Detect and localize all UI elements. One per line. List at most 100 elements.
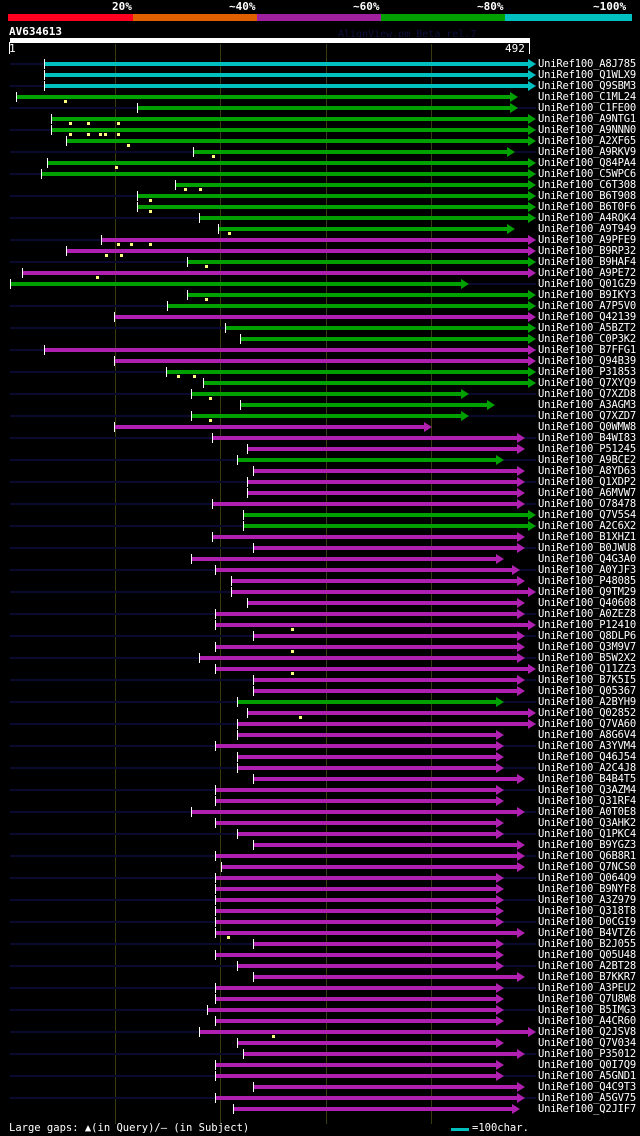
hit-label[interactable]: UniRef100_A2BYH9 bbox=[538, 696, 636, 708]
hit-row[interactable]: UniRef100_A3Z979 bbox=[0, 894, 640, 906]
hit-row[interactable]: UniRef100_Q94B39 bbox=[0, 355, 640, 367]
hit-label[interactable]: UniRef100_A4CR60 bbox=[538, 1015, 636, 1027]
hit-row[interactable]: UniRef100_Q7NCS0 bbox=[0, 861, 640, 873]
hit-row[interactable]: UniRef100_A9T949 bbox=[0, 223, 640, 235]
hit-row[interactable]: UniRef100_Q3AZM4 bbox=[0, 784, 640, 796]
hit-row[interactable]: UniRef100_A2BYH9 bbox=[0, 696, 640, 708]
hit-label[interactable]: UniRef100_Q31RF4 bbox=[538, 795, 636, 807]
hit-label[interactable]: UniRef100_B5IMG3 bbox=[538, 1004, 636, 1016]
hit-row[interactable]: UniRef100_Q6B8R1 bbox=[0, 850, 640, 862]
hit-row[interactable]: UniRef100_Q84PA4 bbox=[0, 157, 640, 169]
hit-row[interactable]: UniRef100_B9RP32 bbox=[0, 245, 640, 257]
hit-label[interactable]: UniRef100_Q42139 bbox=[538, 311, 636, 323]
hit-row[interactable]: UniRef100_Q40608 bbox=[0, 597, 640, 609]
hit-label[interactable]: UniRef100_B9RP32 bbox=[538, 245, 636, 257]
hit-label[interactable]: UniRef100_P48085 bbox=[538, 575, 636, 587]
hit-label[interactable]: UniRef100_Q2JSV8 bbox=[538, 1026, 636, 1038]
hit-row[interactable]: UniRef100_A3AGM3 bbox=[0, 399, 640, 411]
hit-row[interactable]: UniRef100_Q1PKC4 bbox=[0, 828, 640, 840]
hit-row[interactable]: UniRef100_O78478 bbox=[0, 498, 640, 510]
hit-label[interactable]: UniRef100_Q8DLP6 bbox=[538, 630, 636, 642]
hit-label[interactable]: UniRef100_A8YD63 bbox=[538, 465, 636, 477]
hit-label[interactable]: UniRef100_A2C6X2 bbox=[538, 520, 636, 532]
hit-row[interactable]: UniRef100_Q1XDP2 bbox=[0, 476, 640, 488]
hit-label[interactable]: UniRef100_Q9TM29 bbox=[538, 586, 636, 598]
hit-row[interactable]: UniRef100_A8G6V4 bbox=[0, 729, 640, 741]
hit-label[interactable]: UniRef100_B0JWU8 bbox=[538, 542, 636, 554]
hit-row[interactable]: UniRef100_Q2JIF7 bbox=[0, 1103, 640, 1115]
hit-label[interactable]: UniRef100_Q11ZZ3 bbox=[538, 663, 636, 675]
hit-label[interactable]: UniRef100_Q02852 bbox=[538, 707, 636, 719]
hit-label[interactable]: UniRef100_Q0I7Q9 bbox=[538, 1059, 636, 1071]
hit-row[interactable]: UniRef100_Q0WMW8 bbox=[0, 421, 640, 433]
hit-row[interactable]: UniRef100_A9NTG1 bbox=[0, 113, 640, 125]
hit-label[interactable]: UniRef100_B5W2X2 bbox=[538, 652, 636, 664]
hit-row[interactable]: UniRef100_Q3AHK2 bbox=[0, 817, 640, 829]
hit-row[interactable]: UniRef100_Q7XYQ9 bbox=[0, 377, 640, 389]
hit-row[interactable]: UniRef100_A7P5V0 bbox=[0, 300, 640, 312]
hit-row[interactable]: UniRef100_B4WI83 bbox=[0, 432, 640, 444]
hit-row[interactable]: UniRef100_Q064Q9 bbox=[0, 872, 640, 884]
hit-label[interactable]: UniRef100_A8J785 bbox=[538, 58, 636, 70]
hit-row[interactable]: UniRef100_P51245 bbox=[0, 443, 640, 455]
hit-label[interactable]: UniRef100_C1FE00 bbox=[538, 102, 636, 114]
hit-row[interactable]: UniRef100_Q31RF4 bbox=[0, 795, 640, 807]
hit-row[interactable]: UniRef100_Q7VA60 bbox=[0, 718, 640, 730]
hit-row[interactable]: UniRef100_A8YD63 bbox=[0, 465, 640, 477]
hit-label[interactable]: UniRef100_B7K5I5 bbox=[538, 674, 636, 686]
hit-row[interactable]: UniRef100_Q2JSV8 bbox=[0, 1026, 640, 1038]
hit-row[interactable]: UniRef100_Q05U48 bbox=[0, 949, 640, 961]
hit-label[interactable]: UniRef100_A2XF65 bbox=[538, 135, 636, 147]
hit-row[interactable]: UniRef100_A4CR60 bbox=[0, 1015, 640, 1027]
hit-row[interactable]: UniRef100_Q42139 bbox=[0, 311, 640, 323]
hit-row[interactable]: UniRef100_C5WPC6 bbox=[0, 168, 640, 180]
hit-row[interactable]: UniRef100_Q4C9T3 bbox=[0, 1081, 640, 1093]
hit-label[interactable]: UniRef100_B4VTZ6 bbox=[538, 927, 636, 939]
hit-label[interactable]: UniRef100_D0CGI9 bbox=[538, 916, 636, 928]
hit-row[interactable]: UniRef100_Q4G3A0 bbox=[0, 553, 640, 565]
hit-row[interactable]: UniRef100_B6T0F6 bbox=[0, 201, 640, 213]
hit-row[interactable]: UniRef100_D0CGI9 bbox=[0, 916, 640, 928]
hit-label[interactable]: UniRef100_Q4C9T3 bbox=[538, 1081, 636, 1093]
hit-row[interactable]: UniRef100_Q1WLX9 bbox=[0, 69, 640, 81]
hit-row[interactable]: UniRef100_A5GND1 bbox=[0, 1070, 640, 1082]
hit-label[interactable]: UniRef100_Q3AHK2 bbox=[538, 817, 636, 829]
hit-label[interactable]: UniRef100_A4RQK4 bbox=[538, 212, 636, 224]
hit-label[interactable]: UniRef100_B9HAF4 bbox=[538, 256, 636, 268]
hit-row[interactable]: UniRef100_A9PE72 bbox=[0, 267, 640, 279]
hit-label[interactable]: UniRef100_Q7V5S4 bbox=[538, 509, 636, 521]
hit-row[interactable]: UniRef100_A2BT28 bbox=[0, 960, 640, 972]
hit-label[interactable]: UniRef100_Q1WLX9 bbox=[538, 69, 636, 81]
hit-label[interactable]: UniRef100_Q05U48 bbox=[538, 949, 636, 961]
hit-row[interactable]: UniRef100_A3PEU2 bbox=[0, 982, 640, 994]
hit-label[interactable]: UniRef100_A0YJF3 bbox=[538, 564, 636, 576]
hit-label[interactable]: UniRef100_A3YVM4 bbox=[538, 740, 636, 752]
hit-row[interactable]: UniRef100_B6T908 bbox=[0, 190, 640, 202]
hit-row[interactable]: UniRef100_A9RKV9 bbox=[0, 146, 640, 158]
hit-label[interactable]: UniRef100_B7FFG1 bbox=[538, 344, 636, 356]
hit-label[interactable]: UniRef100_B1XHZ1 bbox=[538, 531, 636, 543]
hit-label[interactable]: UniRef100_B4B4T5 bbox=[538, 773, 636, 785]
hit-row[interactable]: UniRef100_Q8DLP6 bbox=[0, 630, 640, 642]
hit-row[interactable]: UniRef100_P12410 bbox=[0, 619, 640, 631]
hit-label[interactable]: UniRef100_A6MVW7 bbox=[538, 487, 636, 499]
hit-label[interactable]: UniRef100_B4WI83 bbox=[538, 432, 636, 444]
hit-label[interactable]: UniRef100_Q318T8 bbox=[538, 905, 636, 917]
hit-row[interactable]: UniRef100_A4RQK4 bbox=[0, 212, 640, 224]
hit-row[interactable]: UniRef100_A8J785 bbox=[0, 58, 640, 70]
hit-label[interactable]: UniRef100_B9YGZ3 bbox=[538, 839, 636, 851]
hit-label[interactable]: UniRef100_A9NNN0 bbox=[538, 124, 636, 136]
hit-row[interactable]: UniRef100_P48085 bbox=[0, 575, 640, 587]
hit-row[interactable]: UniRef100_P31853 bbox=[0, 366, 640, 378]
hit-row[interactable]: UniRef100_Q9SBM3 bbox=[0, 80, 640, 92]
hit-row[interactable]: UniRef100_Q05367 bbox=[0, 685, 640, 697]
hit-label[interactable]: UniRef100_A0T0E8 bbox=[538, 806, 636, 818]
hit-label[interactable]: UniRef100_Q3AZM4 bbox=[538, 784, 636, 796]
hit-label[interactable]: UniRef100_A7P5V0 bbox=[538, 300, 636, 312]
hit-row[interactable]: UniRef100_Q7U8W8 bbox=[0, 993, 640, 1005]
hit-label[interactable]: UniRef100_Q94B39 bbox=[538, 355, 636, 367]
hit-row[interactable]: UniRef100_C1ML24 bbox=[0, 91, 640, 103]
hit-row[interactable]: UniRef100_C0P3K2 bbox=[0, 333, 640, 345]
hit-label[interactable]: UniRef100_C5WPC6 bbox=[538, 168, 636, 180]
hit-row[interactable]: UniRef100_A2XF65 bbox=[0, 135, 640, 147]
